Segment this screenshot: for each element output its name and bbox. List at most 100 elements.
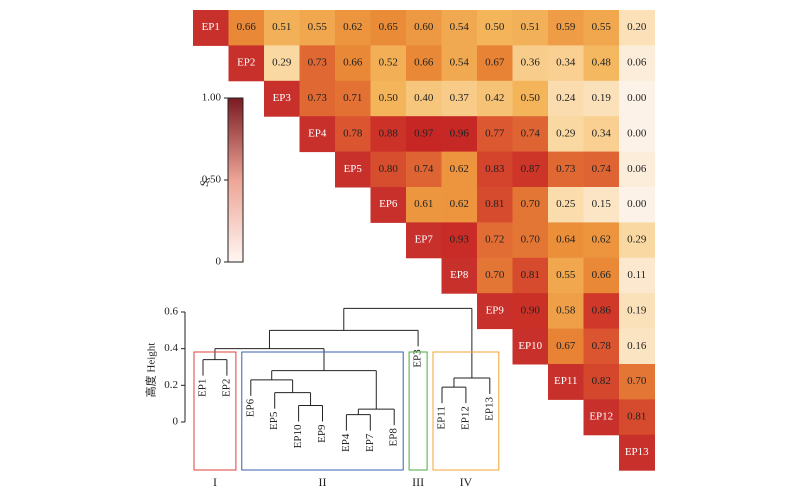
dendro-leaf-label: EP10: [292, 424, 304, 448]
cell: [406, 80, 442, 117]
cell: [619, 222, 655, 259]
cell: [548, 10, 584, 46]
cell-label: 0.50: [485, 21, 505, 33]
cell-label: 0.52: [379, 57, 398, 69]
cell-label: 0.19: [627, 304, 647, 316]
cell-label: 0.54: [450, 57, 470, 69]
cell-label: 0.87: [521, 163, 541, 175]
group-box: [241, 351, 404, 471]
cell-label: 0.19: [592, 92, 612, 104]
cell: [548, 187, 584, 223]
group-label: II: [319, 475, 327, 489]
diagonal-cell: [477, 293, 513, 330]
cell-label: 0.62: [450, 198, 469, 210]
diagonal-cell: [370, 187, 407, 223]
dendro-leaf-label: EP6: [244, 398, 256, 417]
cell: [406, 151, 442, 188]
dendro-leaf-label: EP2: [220, 379, 232, 397]
cell-label: 0.54: [450, 21, 470, 33]
cell: [548, 80, 584, 117]
cell-label: 0.64: [556, 234, 576, 246]
cell-label: 0.40: [414, 92, 434, 104]
cell: [583, 257, 620, 294]
cell-label: 0.67: [556, 340, 576, 352]
colorbar-label: Ss: [197, 177, 212, 186]
dendro-leaf-label: EP12: [459, 406, 471, 430]
cell: [583, 187, 620, 223]
cell-label: 0.06: [627, 57, 647, 69]
cell-label: 0.20: [627, 21, 647, 33]
cell-label: 0.50: [379, 92, 399, 104]
diagonal-label: EP8: [450, 269, 469, 281]
cell-label: 0.78: [343, 127, 363, 139]
cell: [477, 116, 513, 153]
cell: [370, 116, 407, 153]
colorbar-label-main: S: [197, 181, 211, 187]
diagonal-cell: [619, 434, 655, 471]
diagonal-label: EP5: [344, 163, 363, 175]
cell-label: 0.97: [414, 127, 434, 139]
cell: [370, 45, 407, 82]
cell-label: 0.51: [272, 21, 291, 33]
diagonal-label: EP9: [486, 304, 505, 316]
group-box: [432, 351, 500, 471]
dendro-leaf-label: EP11: [436, 406, 448, 429]
cell-label: 0.81: [521, 269, 540, 281]
cell-label: 0.15: [592, 198, 612, 210]
cell-label: 0.73: [308, 57, 328, 69]
cell: [512, 80, 549, 117]
cell-label: 0.37: [450, 92, 470, 104]
cell: [477, 80, 513, 117]
cell: [477, 10, 513, 46]
cell: [583, 151, 620, 188]
diagonal-label: EP6: [379, 198, 398, 210]
cell-label: 0.29: [627, 234, 647, 246]
cell-label: 0.90: [521, 304, 541, 316]
cell-label: 0.55: [308, 21, 328, 33]
cell: [512, 151, 549, 188]
cell-label: 0.71: [343, 92, 362, 104]
diagonal-cell: [264, 80, 300, 117]
cell: [370, 151, 407, 188]
cell: [548, 116, 584, 153]
diagonal-label: EP3: [273, 92, 292, 104]
cell-label: 0.67: [485, 57, 505, 69]
cell: [264, 45, 300, 82]
cell-label: 0.34: [556, 57, 576, 69]
diagonal-label: EP13: [625, 446, 649, 458]
cell: [441, 222, 478, 259]
cell-label: 0.59: [556, 21, 576, 33]
cell-label: 0.78: [592, 340, 612, 352]
diagonal-cell: [441, 257, 478, 294]
cell: [548, 328, 584, 365]
cell: [299, 45, 336, 82]
dendro-leaf-label: EP7: [364, 433, 376, 452]
cell: [406, 10, 442, 46]
cell: [548, 151, 584, 188]
cell: [583, 222, 620, 259]
cell: [370, 80, 407, 117]
cell-label: 0.66: [343, 57, 363, 69]
cell: [583, 80, 620, 117]
cell-label: 0.66: [237, 21, 257, 33]
cell: [583, 45, 620, 82]
cell: [335, 45, 371, 82]
cell: [512, 116, 549, 153]
cell: [228, 10, 265, 46]
diagonal-label: EP4: [308, 127, 327, 139]
cell: [406, 187, 442, 223]
diagonal-cell: [583, 399, 620, 436]
group-label: IV: [460, 475, 473, 489]
cell-label: 0.58: [556, 304, 576, 316]
cell: [512, 187, 549, 223]
cell-label: 0.60: [414, 21, 434, 33]
dendro-y-label: 高度 Height: [144, 343, 158, 398]
cell: [619, 116, 655, 153]
group-label: III: [412, 475, 424, 489]
cell-label: 0.80: [379, 163, 399, 175]
cell-label: 0.96: [450, 127, 470, 139]
cell: [441, 10, 478, 46]
diagonal-cell: [512, 328, 549, 365]
cell: [477, 187, 513, 223]
cell-label: 0.36: [521, 57, 541, 69]
